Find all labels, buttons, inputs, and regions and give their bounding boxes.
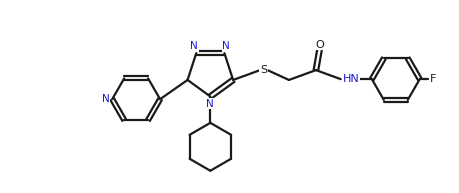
Text: S: S — [260, 65, 267, 75]
Text: O: O — [315, 40, 324, 50]
Text: N: N — [207, 99, 214, 109]
Text: HN: HN — [343, 74, 360, 84]
Text: N: N — [223, 41, 230, 52]
Text: F: F — [430, 74, 437, 84]
Text: N: N — [190, 41, 198, 52]
Text: N: N — [101, 94, 109, 104]
